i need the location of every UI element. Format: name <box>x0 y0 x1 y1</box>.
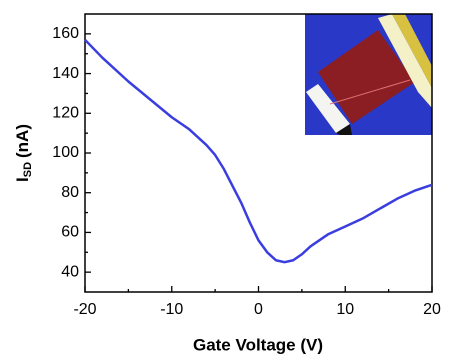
x-tick-label: -10 <box>160 301 183 318</box>
x-tick-label: 10 <box>336 301 354 318</box>
y-tick-label: 160 <box>52 25 79 42</box>
inset-image <box>305 14 432 135</box>
y-tick-label: 140 <box>52 65 79 82</box>
y-tick-label: 100 <box>52 144 79 161</box>
data-line <box>84 38 433 264</box>
y-tick-label: 80 <box>61 184 79 201</box>
y-tick-label: 120 <box>52 105 79 122</box>
x-tick-label: -20 <box>73 301 96 318</box>
y-label-main: I <box>13 177 32 182</box>
y-axis-label: ISD (nA) <box>13 124 33 182</box>
y-tick-label: 40 <box>61 263 79 280</box>
x-axis-label: Gate Voltage (V) <box>193 335 323 354</box>
y-label-sub: SD <box>22 162 34 177</box>
x-tick-label: 20 <box>423 301 441 318</box>
y-tick-label: 60 <box>61 224 79 241</box>
x-tick-label: 0 <box>254 301 263 318</box>
y-label-unit: (nA) <box>13 124 32 158</box>
